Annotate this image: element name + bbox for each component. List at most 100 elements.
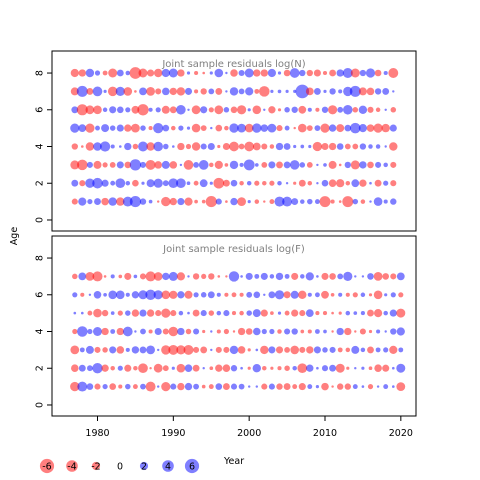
residual-bubble xyxy=(252,309,261,318)
residual-bubble xyxy=(344,161,351,169)
residual-bubble xyxy=(316,275,319,278)
residual-bubble xyxy=(162,87,170,96)
residual-bubble xyxy=(71,143,78,150)
residual-bubble xyxy=(352,292,358,298)
residual-bubble xyxy=(352,384,358,390)
legend-label: 6 xyxy=(189,461,195,472)
residual-bubble xyxy=(101,309,109,317)
residual-bubble xyxy=(78,272,87,281)
residual-bubble xyxy=(139,346,147,354)
residual-bubble xyxy=(252,105,262,115)
residual-bubble xyxy=(117,365,123,371)
panel-frame xyxy=(51,50,417,232)
residual-bubble xyxy=(328,160,337,169)
residual-bubble xyxy=(390,198,397,205)
residual-bubble xyxy=(222,383,230,391)
residual-bubble xyxy=(330,292,335,297)
panel-title: Joint sample residuals log(N) xyxy=(161,59,305,70)
residual-bubble xyxy=(282,196,293,207)
residual-bubble xyxy=(108,290,117,300)
residual-bubble xyxy=(237,197,247,207)
residual-bubble xyxy=(263,108,266,112)
residual-bubble xyxy=(368,144,373,149)
residual-bubble xyxy=(244,123,254,133)
residual-bubble xyxy=(368,293,373,297)
residual-bubble xyxy=(283,383,291,391)
residual-bubble xyxy=(217,275,221,278)
residual-bubble xyxy=(269,199,275,205)
residual-bubble xyxy=(139,309,147,317)
residual-bubble xyxy=(238,88,245,95)
residual-bubble xyxy=(263,293,266,296)
residual-bubble xyxy=(390,107,397,113)
residual-bubble xyxy=(92,86,103,97)
residual-bubble xyxy=(146,345,156,355)
residual-bubble xyxy=(284,273,290,279)
residual-bubble xyxy=(316,366,319,370)
residual-bubble xyxy=(321,106,329,113)
residual-bubble xyxy=(396,382,406,391)
residual-bubble xyxy=(116,290,125,300)
residual-bubble xyxy=(191,142,201,151)
residual-bubble xyxy=(292,384,298,390)
residual-bubble xyxy=(222,142,230,151)
legend-bubble xyxy=(66,460,78,472)
residual-bubble xyxy=(133,365,138,371)
residual-bubble xyxy=(177,142,185,151)
residual-bubble xyxy=(177,327,185,336)
residual-bubble xyxy=(163,143,169,150)
residual-bubble xyxy=(330,199,335,204)
residual-bubble xyxy=(71,364,79,372)
residual-bubble xyxy=(344,383,351,390)
residual-bubble xyxy=(368,366,373,371)
residual-bubble xyxy=(392,385,395,388)
residual-bubble xyxy=(230,179,238,187)
residual-bubble xyxy=(92,177,103,189)
residual-bubble xyxy=(375,107,381,113)
residual-bubble xyxy=(162,328,169,335)
residual-bubble xyxy=(192,364,200,372)
residual-bubble xyxy=(171,366,175,370)
residual-bubble xyxy=(115,86,125,96)
residual-bubble xyxy=(323,89,327,93)
residual-bubble xyxy=(307,180,313,186)
residual-bubble xyxy=(308,144,312,149)
residual-bubble xyxy=(299,346,306,353)
residual-bubble xyxy=(87,310,93,316)
residual-bubble xyxy=(176,87,186,96)
residual-bubble xyxy=(229,141,239,152)
residual-bubble xyxy=(329,69,337,77)
residual-bubble xyxy=(260,345,269,355)
residual-bubble xyxy=(359,328,366,335)
residual-bubble xyxy=(345,180,351,186)
panels: Joint sample residuals log(N)02468Joint … xyxy=(34,50,417,439)
residual-bubble xyxy=(224,125,229,131)
residual-bubble xyxy=(328,179,337,187)
residual-bubble xyxy=(323,329,327,334)
residual-bubble xyxy=(269,180,275,186)
residual-bubble xyxy=(148,329,153,334)
residual-bubble xyxy=(321,179,329,187)
residual-bubble xyxy=(307,292,312,297)
residual-bubble xyxy=(268,291,276,299)
residual-bubble xyxy=(93,160,102,169)
residual-bubble xyxy=(79,180,86,187)
residual-bubble xyxy=(94,346,101,353)
residual-bubble xyxy=(337,273,344,280)
residual-bubble xyxy=(322,347,328,353)
residual-bubble xyxy=(146,87,156,96)
residual-bubble xyxy=(291,272,299,280)
residual-bubble xyxy=(337,347,343,353)
residual-bubble xyxy=(77,326,88,337)
residual-bubble xyxy=(260,124,269,132)
residual-bubble xyxy=(86,383,94,390)
legend-label: 4 xyxy=(165,461,171,472)
residual-bubble xyxy=(109,346,117,354)
residual-bubble xyxy=(200,292,207,298)
legend-bubble xyxy=(162,460,174,472)
residual-bubble xyxy=(217,144,221,149)
x-axis-label: Year xyxy=(223,456,244,467)
residual-bubble xyxy=(116,69,124,77)
residual-bubble xyxy=(360,347,366,353)
residual-bubble xyxy=(185,328,192,335)
